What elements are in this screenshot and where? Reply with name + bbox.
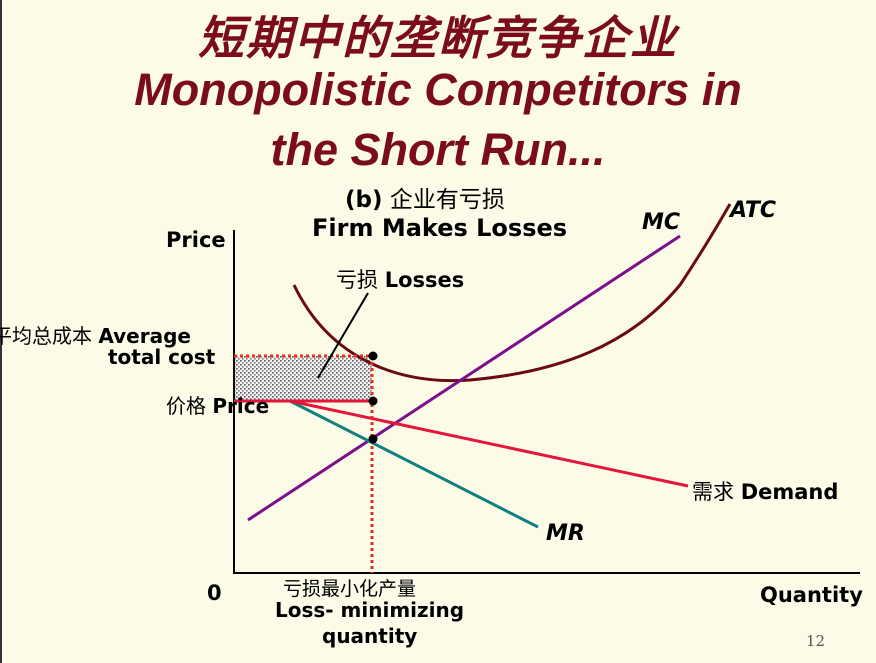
loss-minimizing-quantity-zh: 亏损最小化产量: [283, 578, 417, 600]
atc-curve: [292, 203, 732, 383]
average-total-cost-label-line2: total cost: [108, 345, 216, 369]
title-english-line1: Monopolistic Competitors in: [134, 64, 742, 115]
mr-label: MR: [546, 521, 585, 546]
y-axis-label: Price: [166, 228, 226, 252]
losses-pointer: [317, 292, 369, 379]
loss-minimizing-quantity-en-line2: quantity: [322, 624, 418, 648]
price-level-label: 价格 Price: [166, 394, 270, 418]
panel-label-en: Firm Makes Losses: [312, 214, 568, 242]
demand-point: [368, 396, 378, 406]
title-chinese: 短期中的垄断竞争企业: [198, 11, 678, 65]
x-axis-label: Quantity: [760, 583, 863, 607]
loss-area: [234, 356, 372, 401]
origin-label: 0: [207, 581, 222, 605]
losses-label: 亏损 Losses: [336, 268, 465, 292]
mc-mr-intersection-point: [368, 434, 378, 444]
page-number: 12: [806, 632, 826, 650]
mr-curve: [289, 399, 539, 529]
demand-curve: [289, 399, 689, 488]
slide-left-border: [0, 0, 2, 663]
atc-point: [368, 351, 378, 361]
mc-curve: [247, 234, 681, 522]
average-total-cost-label: 平均总成本 Average: [0, 324, 191, 348]
title-english-line2: the Short Run...: [270, 124, 606, 175]
demand-label: 需求 Demand: [692, 480, 839, 504]
mc-label: MC: [642, 210, 681, 235]
atc-label: ATC: [730, 198, 777, 223]
loss-minimizing-quantity-en: Loss- minimizing: [275, 598, 465, 622]
panel-label-zh: (b) 企业有亏损: [345, 187, 505, 213]
